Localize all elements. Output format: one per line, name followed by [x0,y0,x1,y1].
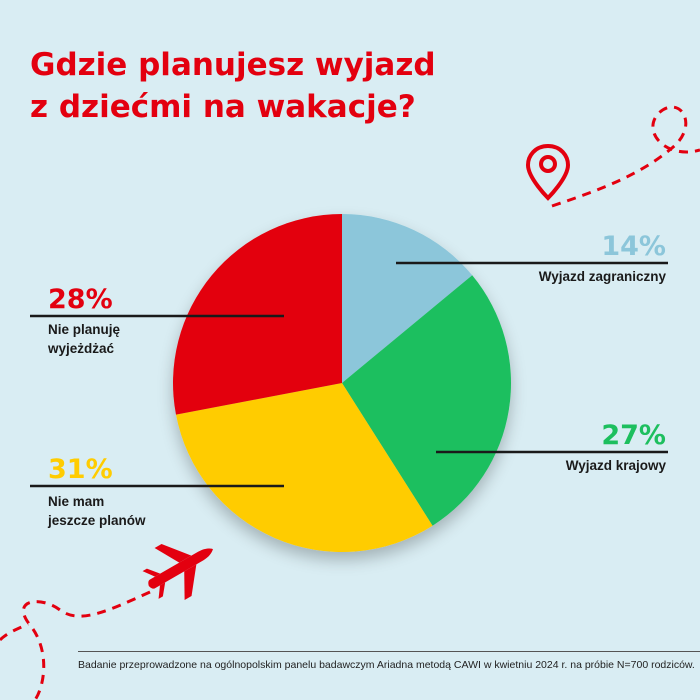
page-title: Gdzie planujesz wyjazd z dziećmi na waka… [30,47,436,125]
dashed-trail-bottom [22,590,151,700]
footnote-divider [78,651,700,652]
pie-slice-krajowy [342,275,511,526]
pie-slice-zagraniczny [342,214,473,383]
category-label-brak-planow: Nie mam jeszcze planów [47,494,146,528]
footnote: Badanie przeprowadzone na ogólnopolskim … [78,659,695,671]
category-label-krajowy: Wyjazd krajowy [566,458,667,473]
airplane-icon [142,544,213,600]
dashed-trail-bottom-edge [0,622,29,642]
category-label-zagraniczny: Wyjazd zagraniczny [539,269,667,284]
pct-label-zagraniczny: 14% [601,231,666,262]
category-label-nie-planuje-line2: wyjeżdżać [47,341,115,356]
category-label-nie-planuje: Nie planuję wyjeżdżać [47,322,124,356]
pct-label-krajowy: 27% [601,420,666,451]
pie-slice-nie-planuje [172,214,342,415]
category-label-brak-planow-line2: jeszcze planów [47,513,146,528]
pct-label-brak-planow: 31% [48,454,113,485]
category-label-nie-planuje-line1: Nie planuję [48,322,121,337]
category-label-brak-planow-line1: Nie mam [48,494,104,509]
pct-label-nie-planuje: 28% [48,284,113,315]
pie-slice-brak-planow [175,383,433,552]
dashed-trail-top [551,105,700,208]
map-pin-icon [525,143,571,201]
